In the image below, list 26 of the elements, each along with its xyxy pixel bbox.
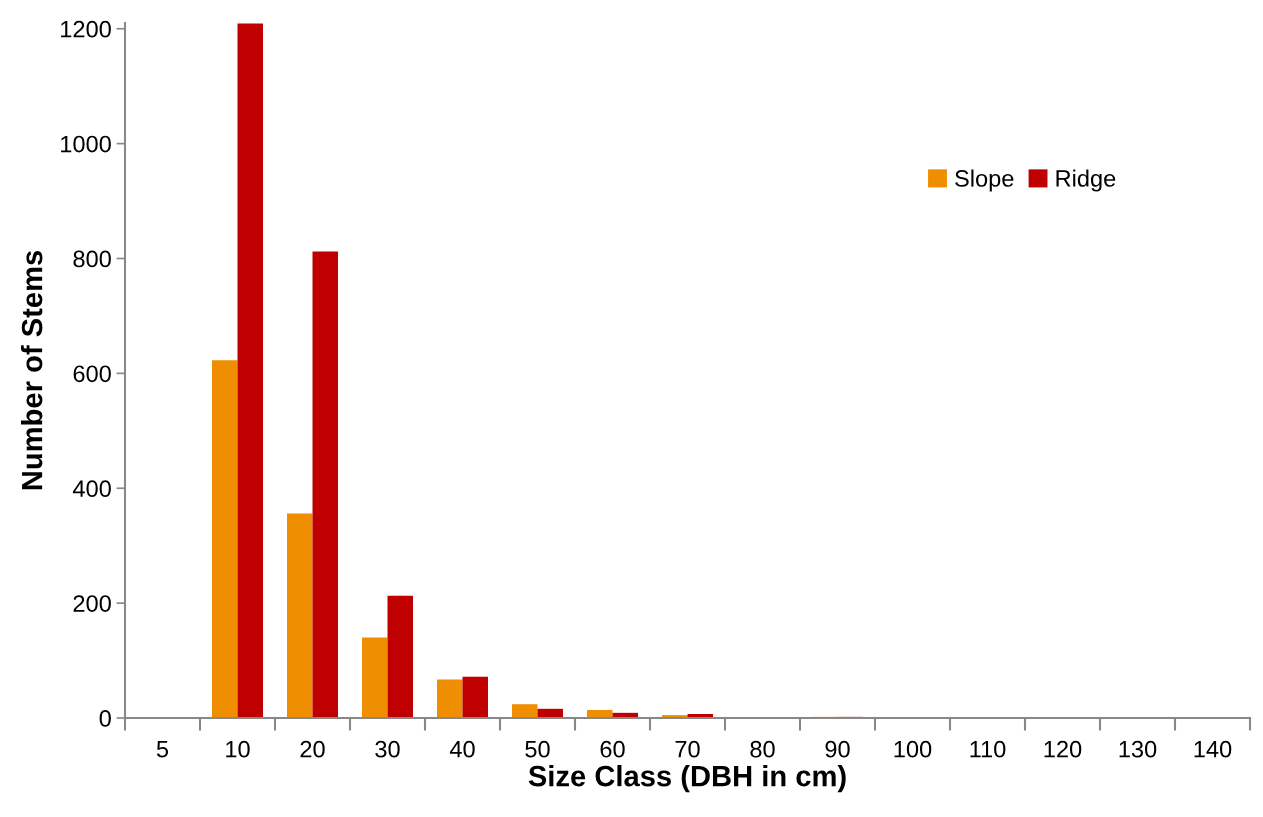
x-tick-label: 50 xyxy=(525,740,550,758)
x-tick-label: 10 xyxy=(226,740,250,758)
x-axis-title: Size Class (DBH in cm) xyxy=(528,765,846,793)
x-tick-label: 110 xyxy=(970,740,1006,758)
y-tick-label: 600 xyxy=(73,365,111,383)
x-tick-label: 40 xyxy=(449,740,475,758)
y-tick-label: 800 xyxy=(73,250,111,268)
x-tick-label: 5 xyxy=(156,741,169,758)
x-tick-label: 20 xyxy=(300,740,325,758)
y-axis-title: Number of Stems xyxy=(20,250,43,490)
legend-label: Ridge xyxy=(1056,169,1116,192)
x-tick-label: 70 xyxy=(675,740,700,758)
y-tick-label: 1200 xyxy=(61,20,111,38)
x-tick-label: 80 xyxy=(750,740,775,758)
y-tick-label: 200 xyxy=(73,595,111,612)
y-tick-label: 0 xyxy=(99,710,111,727)
x-tick-label: 60 xyxy=(600,740,625,758)
legend-label: Slope xyxy=(955,169,1014,192)
x-tick-label: 100 xyxy=(894,740,932,758)
x-tick-label: 120 xyxy=(1044,740,1082,758)
y-tick-label: 400 xyxy=(72,480,111,498)
x-tick-label: 90 xyxy=(825,740,850,758)
x-tick-label: 30 xyxy=(375,740,400,758)
x-tick-label: 130 xyxy=(1119,740,1157,758)
y-tick-label: 1000 xyxy=(61,135,111,153)
x-tick-label: 140 xyxy=(1194,740,1232,758)
